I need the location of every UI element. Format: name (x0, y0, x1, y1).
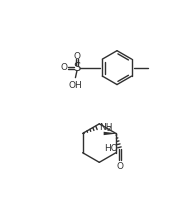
Polygon shape (104, 132, 116, 135)
Text: O: O (117, 162, 124, 171)
Text: HO: HO (104, 144, 118, 153)
Text: 2: 2 (107, 126, 111, 132)
Text: OH: OH (69, 81, 82, 90)
Text: O: O (74, 52, 81, 61)
Text: S: S (73, 61, 81, 74)
Text: NH: NH (99, 123, 112, 132)
Text: O: O (60, 63, 67, 72)
